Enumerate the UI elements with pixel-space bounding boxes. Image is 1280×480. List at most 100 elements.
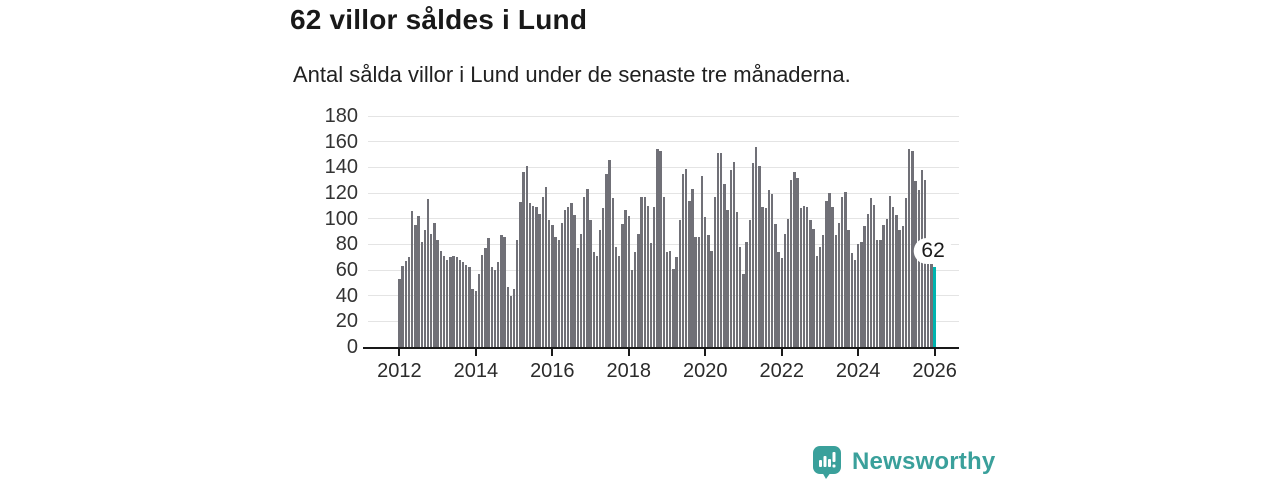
bar <box>688 200 691 347</box>
bar <box>767 190 771 347</box>
bar <box>484 248 487 347</box>
bar <box>544 186 548 347</box>
bar <box>770 194 774 347</box>
newsworthy-logo: Newsworthy <box>812 445 995 479</box>
bar <box>930 257 933 347</box>
bar <box>684 168 688 347</box>
bar <box>713 196 716 347</box>
bar <box>860 241 863 347</box>
bar <box>554 236 557 347</box>
gridline-y-120 <box>368 192 959 194</box>
y-axis-label: 160 <box>324 130 358 153</box>
bar <box>821 235 825 347</box>
bar <box>423 230 427 347</box>
x-axis-tick <box>551 349 554 356</box>
gridline-y-160 <box>368 141 959 143</box>
bar <box>439 250 442 347</box>
bar <box>417 216 420 347</box>
gridline-y-180 <box>368 115 959 117</box>
bar <box>710 250 713 347</box>
bar <box>764 208 767 347</box>
bar <box>809 219 812 347</box>
bar <box>573 214 576 347</box>
y-axis-label: 0 <box>346 336 358 358</box>
bar <box>468 267 471 347</box>
bar <box>761 207 764 347</box>
y-axis-label: 40 <box>335 284 358 307</box>
bar <box>672 268 675 347</box>
bar <box>433 222 436 347</box>
bar <box>551 225 554 347</box>
bar <box>669 250 672 347</box>
bar <box>602 208 605 347</box>
x-axis-tick <box>704 349 707 356</box>
bar <box>691 189 694 347</box>
bar <box>888 195 892 347</box>
bar <box>640 196 643 347</box>
bar <box>621 223 624 347</box>
bar <box>525 166 529 347</box>
bar <box>560 222 564 347</box>
bar <box>818 246 822 347</box>
bar <box>856 244 860 347</box>
bar <box>786 218 790 347</box>
bar <box>777 252 780 347</box>
x-axis-label: 2016 <box>530 360 575 382</box>
bar <box>681 173 685 347</box>
bar <box>866 213 869 347</box>
value-badge: 62 <box>913 238 953 265</box>
bar <box>841 196 844 347</box>
bar <box>582 196 586 347</box>
bar <box>538 213 541 347</box>
bar <box>624 209 627 347</box>
y-axis-label: 80 <box>335 233 358 256</box>
bar <box>519 201 522 347</box>
bar <box>885 218 889 347</box>
bar <box>496 262 500 347</box>
bar <box>477 273 481 347</box>
bar <box>512 289 516 347</box>
bar <box>834 235 838 347</box>
bar <box>796 177 799 347</box>
bar <box>694 236 697 347</box>
bar <box>825 200 828 347</box>
bar <box>576 248 579 347</box>
bar-chart-plot-area: 62 0 20 40 60 80 100 120 140 160 180 2012 2014 2016 2… <box>325 105 959 382</box>
bar <box>917 190 920 347</box>
y-axis-label: 100 <box>324 207 358 230</box>
bar <box>780 258 783 347</box>
bar <box>748 219 752 347</box>
x-axis-tick <box>474 349 477 356</box>
bar <box>815 255 818 347</box>
bar <box>790 180 793 347</box>
bar <box>726 209 729 347</box>
x-axis-tick <box>933 349 936 356</box>
bar <box>745 241 748 347</box>
bar <box>732 162 736 347</box>
x-axis-label: 2022 <box>759 360 804 382</box>
bar <box>509 295 513 347</box>
bar <box>783 234 787 347</box>
bar <box>876 240 879 347</box>
bar <box>567 207 570 347</box>
bar <box>853 259 857 347</box>
bar <box>850 253 853 347</box>
bar <box>598 230 602 347</box>
bar <box>927 237 930 347</box>
bar <box>646 205 650 347</box>
bar <box>430 234 433 347</box>
bar <box>892 207 895 347</box>
x-axis-tick <box>398 349 401 356</box>
bar <box>426 199 430 347</box>
x-axis-tick <box>857 349 860 356</box>
bar <box>665 252 669 347</box>
bar <box>704 217 707 347</box>
y-axis-label: 180 <box>324 105 358 127</box>
bar <box>458 259 462 347</box>
x-axis-tick <box>780 349 783 356</box>
bar <box>697 236 701 347</box>
bar <box>895 214 898 347</box>
bar <box>837 222 841 347</box>
bar <box>528 203 532 347</box>
